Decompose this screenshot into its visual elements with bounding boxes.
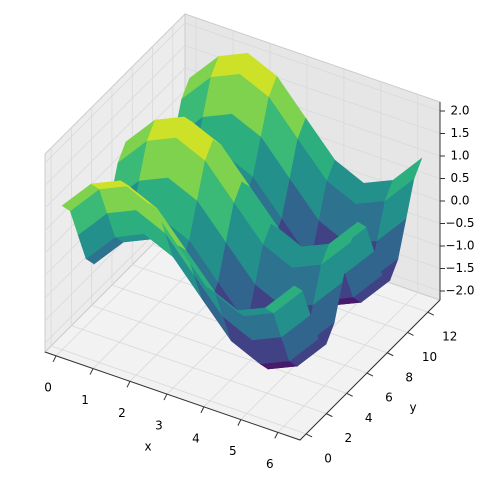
x-tick-label: 6 — [266, 457, 274, 471]
x-axis-label: x — [144, 440, 151, 454]
z-tick-label: 1.5 — [450, 126, 469, 140]
z-tick-label: −1.0 — [445, 239, 474, 253]
x-tick — [89, 368, 94, 375]
y-tick-label: 4 — [365, 411, 373, 425]
grid-line — [91, 304, 347, 394]
z-tick-label: −1.5 — [445, 261, 474, 275]
y-tick — [305, 433, 313, 438]
x-tick — [126, 381, 131, 388]
grid-line — [44, 22, 186, 164]
y-tick — [346, 392, 353, 397]
x-tick-label: 4 — [192, 431, 200, 445]
x-tick-label: 5 — [229, 444, 237, 458]
axis-line — [44, 299, 441, 441]
grid-line — [44, 67, 186, 209]
y-tick — [387, 352, 394, 357]
z-tick-label: 1.0 — [450, 149, 469, 163]
y-tick — [427, 311, 435, 316]
y-tick-label: 0 — [324, 451, 332, 465]
z-tick-label: 2.0 — [450, 104, 469, 118]
x-tick — [237, 419, 242, 426]
x-tick-label: 1 — [81, 393, 89, 407]
x-tick-label: 0 — [44, 380, 52, 394]
surface-patch — [264, 285, 303, 314]
grid-line — [71, 325, 327, 415]
x-tick-label: 2 — [118, 406, 126, 420]
y-tick-label: 12 — [442, 330, 457, 344]
grid-line — [184, 22, 441, 112]
grid-line — [44, 45, 186, 186]
y-tick-label: 8 — [405, 370, 413, 384]
y-tick — [366, 372, 374, 377]
y-tick — [326, 413, 333, 418]
grid-line — [50, 345, 307, 435]
grid-line — [277, 292, 419, 433]
y-tick — [407, 332, 414, 336]
x-tick — [274, 432, 279, 439]
z-tick-label: −2.0 — [445, 284, 474, 298]
y-axis-label: y — [409, 401, 416, 415]
y-tick-label: 6 — [385, 391, 393, 405]
z-tick-label: 0.5 — [450, 171, 469, 185]
y-tick-label: 2 — [345, 431, 353, 445]
x-tick — [163, 393, 168, 401]
z-tick-label: −0.5 — [445, 216, 474, 230]
x-tick — [200, 406, 205, 414]
z-tick-label: 0.0 — [450, 194, 469, 208]
y-tick-label: 10 — [422, 350, 437, 364]
x-tick-label: 3 — [155, 419, 163, 433]
x-tick — [52, 355, 57, 363]
